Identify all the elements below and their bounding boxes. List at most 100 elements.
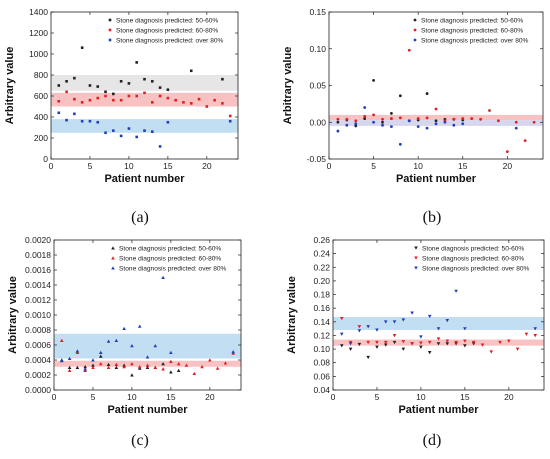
data-point-series-1 <box>80 46 84 49</box>
data-point-series-3 <box>357 329 362 333</box>
data-point-series-2 <box>98 361 103 366</box>
data-point-series-2 <box>228 114 232 118</box>
y-tick-label: 0.15 <box>309 7 326 17</box>
y-tick-label: 1200 <box>29 28 48 38</box>
data-point-series-3 <box>339 332 344 336</box>
data-points <box>339 289 538 360</box>
legend-marker <box>108 38 112 42</box>
data-point-series-3 <box>59 358 64 363</box>
data-point-series-2 <box>150 101 154 104</box>
data-points <box>59 275 236 377</box>
legend-marker <box>414 256 418 260</box>
y-tick-label: 800 <box>34 70 48 80</box>
data-point-series-1 <box>88 84 92 87</box>
data-point-series-1 <box>169 370 173 374</box>
x-tick-label: 20 <box>504 392 514 402</box>
data-point-series-2 <box>169 359 173 363</box>
y-tick-label: 400 <box>34 112 48 122</box>
data-point-series-1 <box>91 363 95 367</box>
data-point-series-3 <box>427 314 432 319</box>
data-point-series-1 <box>145 365 150 369</box>
y-tick-label: 0.22 <box>313 262 330 272</box>
y-tick-label: 0.24 <box>313 249 330 259</box>
data-point-series-2 <box>137 364 142 369</box>
data-point-series-1 <box>57 84 61 87</box>
data-point-series-3 <box>392 320 397 324</box>
y-tick-label: 0.0006 <box>25 340 51 350</box>
data-point-series-3 <box>143 129 146 132</box>
data-point-series-2 <box>524 332 529 336</box>
legend-entry: Stone diagnosis predicted: 60-80% <box>421 27 523 34</box>
y-tick-label: 0.0016 <box>25 265 51 275</box>
data-point-series-3 <box>345 123 349 127</box>
chart-panel-2: -0.05 0.00 0.05 0.10 0.15 0 5 10 15 20 Patient num… <box>282 7 544 226</box>
y-tick-label: 0 <box>43 154 48 164</box>
y-tick-label: 0.18 <box>313 290 330 300</box>
data-point-series-2 <box>200 364 204 369</box>
data-point-series-3 <box>158 145 162 148</box>
y-axis-title: Arbitrary value <box>7 276 19 354</box>
x-tick-label: 15 <box>166 392 176 402</box>
data-point-series-2 <box>532 120 536 124</box>
x-tick-label: 20 <box>205 392 215 402</box>
y-tick-label: 0.04 <box>313 385 330 395</box>
y-tick-label: 0.10 <box>309 44 326 54</box>
data-point-series-2 <box>130 361 134 366</box>
x-axis-title: Patient number <box>398 404 479 416</box>
y-tick-label: 0.10 <box>313 344 330 354</box>
data-point-series-3 <box>390 125 393 129</box>
data-point-series-3 <box>161 275 165 279</box>
data-point-series-3 <box>122 326 126 330</box>
x-tick-label: 15 <box>163 161 173 171</box>
data-point-series-3 <box>80 119 84 123</box>
data-point-series-3 <box>65 118 68 122</box>
data-point-series-2 <box>112 98 115 102</box>
y-tick-label: 0.0018 <box>25 250 51 260</box>
data-point-series-2 <box>213 98 216 102</box>
x-tick-label: 10 <box>127 392 137 402</box>
plot-frame <box>50 11 239 160</box>
data-point-series-1 <box>383 343 388 347</box>
data-point-series-2 <box>135 94 139 98</box>
data-point-series-1 <box>425 92 429 95</box>
data-point-series-3 <box>416 125 420 129</box>
data-point-series-2 <box>145 363 150 367</box>
data-point-series-2 <box>410 342 414 346</box>
legend-marker <box>111 246 115 250</box>
legend-entry: Stone diagnosis predicted: 60-80% <box>119 255 221 262</box>
plot-frame <box>332 239 545 391</box>
x-tick-label: 5 <box>371 161 376 171</box>
data-point-series-2 <box>65 90 68 94</box>
data-point-series-3 <box>137 324 142 328</box>
data-point-series-2 <box>174 98 177 102</box>
legend-marker <box>108 28 112 32</box>
data-point-series-1 <box>150 80 154 83</box>
data-point-series-2 <box>354 119 358 123</box>
data-point-series-1 <box>73 76 76 80</box>
data-point-series-2 <box>114 362 119 366</box>
data-point-series-1 <box>161 361 165 366</box>
data-point-series-1 <box>372 78 375 82</box>
data-point-series-2 <box>205 105 209 108</box>
data-point-series-2 <box>345 117 349 121</box>
x-tick-label: 5 <box>88 161 93 171</box>
data-point-series-2 <box>184 363 189 367</box>
y-tick-label: 1000 <box>29 49 48 59</box>
data-point-series-3 <box>104 131 107 135</box>
data-point-series-3 <box>514 126 518 130</box>
data-point-series-3 <box>114 338 119 342</box>
panel-label: (c) <box>131 432 149 449</box>
legend-marker <box>108 18 112 22</box>
x-tick-label: 10 <box>416 392 426 402</box>
data-point-series-3 <box>83 367 87 371</box>
data-point-series-2 <box>189 102 193 105</box>
band-1 <box>51 75 238 91</box>
data-point-series-2 <box>419 341 423 345</box>
data-point-series-2 <box>434 107 438 111</box>
x-tick-label: 0 <box>49 161 54 171</box>
y-tick-label: 1400 <box>29 7 48 17</box>
data-point-series-2 <box>363 114 367 118</box>
y-tick-label: 200 <box>34 133 48 143</box>
data-point-series-1 <box>434 119 438 123</box>
y-tick-label: 0.0004 <box>25 355 51 365</box>
